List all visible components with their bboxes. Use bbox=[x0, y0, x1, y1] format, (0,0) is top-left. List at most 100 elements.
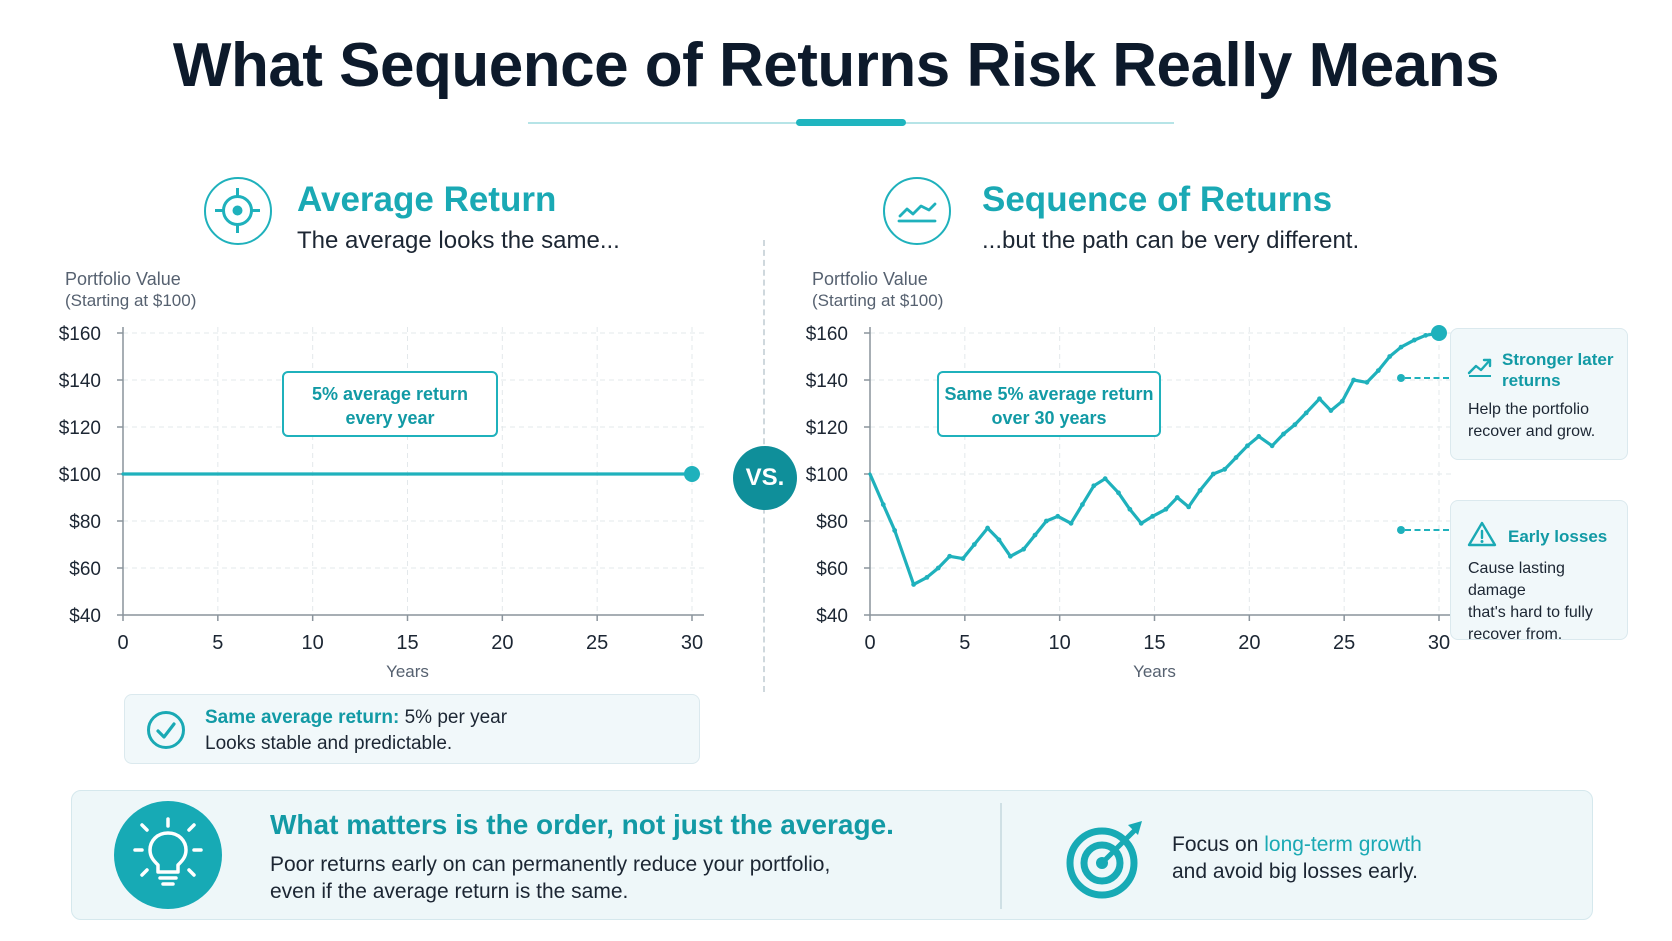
right-chart-data-point bbox=[1197, 488, 1203, 493]
note-bottom-body-line1: Cause lasting damage bbox=[1468, 560, 1565, 599]
note-top-body-line2: recover and grow. bbox=[1468, 423, 1596, 440]
sequence-of-returns-chart: $40 $60 $80 $100 $120 $140 $160 0 5 10 15 20 25 30 Yea… bbox=[806, 324, 1451, 681]
right-chart-y-tick-label: $60 bbox=[816, 559, 848, 580]
trend-line-icon bbox=[883, 177, 951, 245]
right-chart-data-point bbox=[1411, 337, 1417, 343]
right-chart-data-point bbox=[1068, 520, 1074, 526]
note-top-connector bbox=[1405, 377, 1449, 379]
check-circle-icon bbox=[147, 711, 185, 749]
right-chart-data-point bbox=[1328, 408, 1334, 413]
right-chart-data-point bbox=[1210, 471, 1216, 477]
right-chart-callout: Same 5% average return over 30 years bbox=[937, 371, 1161, 437]
left-callout-line1: 5% average return bbox=[311, 384, 469, 404]
right-chart-data-point bbox=[1116, 490, 1121, 496]
average-return-chart: $40 $60 $80 $100 $120 $140 $160 0 5 10 15 20 25 30 Yea… bbox=[59, 324, 704, 681]
note-bottom-connector-dot bbox=[1397, 526, 1405, 534]
note-top-body-line1: Help the portfolio bbox=[1468, 401, 1589, 418]
vs-badge: VS. bbox=[733, 446, 797, 510]
note-top-title: Stronger later returns bbox=[1502, 349, 1613, 391]
banner-right-line2: and avoid big losses early. bbox=[1172, 860, 1418, 883]
left-chart-x-tick-label: 0 bbox=[117, 632, 128, 654]
right-chart-y-tick-label: $120 bbox=[806, 418, 848, 439]
page-title: What Sequence of Returns Risk Really Mea… bbox=[172, 31, 1500, 100]
left-chart-y-tick-label: $100 bbox=[59, 465, 101, 486]
right-section-subtitle: ...but the path can be very different. bbox=[982, 227, 1360, 254]
right-chart-data-point bbox=[1387, 354, 1393, 359]
banner-body: Poor returns early on can permanently re… bbox=[270, 851, 830, 905]
right-y-axis-label: Portfolio Value (Starting at $100) bbox=[812, 268, 943, 312]
right-chart-x-tick-label: 15 bbox=[1143, 632, 1165, 654]
right-chart-data-point bbox=[1080, 502, 1085, 507]
right-chart-data-point bbox=[1163, 506, 1169, 512]
right-y-axis-label-line2: (Starting at $100) bbox=[812, 291, 944, 310]
left-callout-line2: every year bbox=[345, 408, 435, 428]
left-chart-x-tick-label: 20 bbox=[491, 632, 513, 654]
right-callout-line2: over 30 years bbox=[991, 408, 1107, 428]
title-underline-accent bbox=[796, 119, 906, 126]
right-chart-data-point bbox=[1351, 377, 1357, 383]
right-chart-y-tick-label: $160 bbox=[806, 324, 848, 345]
banner-headline: What matters is the order, not just the … bbox=[270, 809, 894, 840]
left-chart-y-tick-label: $80 bbox=[69, 512, 101, 533]
right-chart-data-point bbox=[1375, 368, 1381, 373]
right-chart-y-tick-label: $80 bbox=[816, 512, 848, 533]
note-bottom-body-line3: recover from. bbox=[1468, 626, 1563, 643]
right-chart-x-tick-label: 0 bbox=[864, 632, 875, 654]
right-chart-data-point bbox=[1138, 520, 1144, 526]
left-section-subtitle: The average looks the same... bbox=[297, 227, 620, 254]
right-chart-data-point bbox=[1043, 518, 1049, 524]
left-chart-y-tick-label: $40 bbox=[69, 606, 101, 627]
left-chart-x-tick-label: 30 bbox=[681, 632, 703, 654]
right-chart-data-point bbox=[960, 556, 966, 561]
right-chart-x-tick-label: 5 bbox=[959, 632, 970, 654]
note-bottom-body-line2: that's hard to fully bbox=[1468, 604, 1593, 621]
right-chart-data-point bbox=[1055, 513, 1061, 519]
right-chart-data-point bbox=[1032, 532, 1038, 538]
right-chart-data-point bbox=[892, 528, 898, 533]
banner-right-prefix: Focus on bbox=[1172, 833, 1265, 856]
right-callout-line1: Same 5% average return bbox=[944, 384, 1154, 404]
left-chart-y-tick-label: $120 bbox=[59, 418, 101, 439]
left-chart-x-axis-label: Years bbox=[386, 662, 429, 681]
note-stronger-later-returns: Stronger later returns Help the portfoli… bbox=[1450, 328, 1628, 460]
right-chart-x-axis-label: Years bbox=[1133, 662, 1176, 681]
banner-right-line1: Focus on long-term growth bbox=[1172, 831, 1422, 858]
summary-line1: Same average return: 5% per year bbox=[205, 707, 507, 729]
right-chart-x-tick-label: 20 bbox=[1238, 632, 1260, 654]
left-section-title: Average Return bbox=[297, 180, 557, 219]
right-chart-data-point bbox=[1091, 483, 1097, 489]
right-chart-data-point bbox=[1364, 379, 1370, 385]
note-bottom-title: Early losses bbox=[1508, 527, 1608, 546]
right-chart-data-point bbox=[1102, 476, 1108, 482]
right-chart-data-point bbox=[1269, 443, 1275, 449]
right-chart-data-point bbox=[911, 582, 917, 587]
summary-rest: 5% per year bbox=[399, 707, 508, 728]
right-chart-data-point bbox=[1256, 434, 1262, 439]
crosshair-target-icon bbox=[204, 177, 272, 245]
right-chart-data-point bbox=[1186, 504, 1192, 510]
note-top-connector-dot bbox=[1397, 374, 1405, 382]
left-summary-box: Same average return: 5% per year Looks s… bbox=[124, 694, 700, 764]
right-section-title: Sequence of Returns bbox=[982, 180, 1333, 219]
left-chart-x-tick-label: 5 bbox=[212, 632, 223, 654]
right-chart-x-tick-label: 10 bbox=[1049, 632, 1071, 654]
left-y-axis-label-line1: Portfolio Value bbox=[65, 269, 181, 289]
right-chart-data-point bbox=[880, 502, 886, 507]
key-takeaway-banner: What matters is the order, not just the … bbox=[71, 790, 1593, 920]
trending-up-icon bbox=[1467, 355, 1493, 377]
right-chart-data-point bbox=[1303, 410, 1309, 416]
left-chart-x-tick-label: 25 bbox=[586, 632, 608, 654]
note-top-body: Help the portfolio recover and grow. bbox=[1468, 399, 1595, 443]
right-chart-data-point bbox=[1150, 513, 1156, 519]
left-y-axis-label: Portfolio Value (Starting at $100) bbox=[65, 268, 196, 312]
note-early-losses: Early losses Cause lasting damage that's… bbox=[1450, 500, 1628, 643]
left-chart-y-tick-label: $140 bbox=[59, 371, 101, 392]
target-arrow-icon bbox=[1062, 813, 1152, 903]
right-chart-data-point bbox=[1222, 466, 1228, 472]
left-chart-x-tick-label: 10 bbox=[302, 632, 324, 654]
left-chart-y-tick-label: $60 bbox=[69, 559, 101, 580]
left-y-axis-label-line2: (Starting at $100) bbox=[65, 291, 197, 310]
right-y-axis-label-line1: Portfolio Value bbox=[812, 269, 928, 289]
right-chart-data-point bbox=[1007, 553, 1013, 559]
warning-triangle-icon bbox=[1467, 521, 1497, 547]
